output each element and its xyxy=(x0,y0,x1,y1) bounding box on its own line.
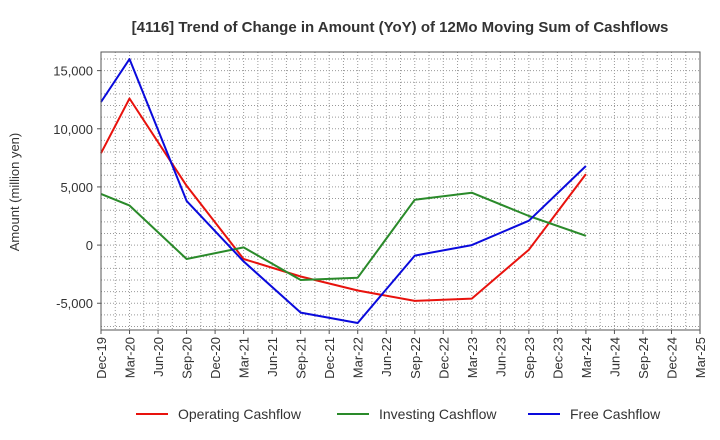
grid xyxy=(101,52,700,330)
x-tick-label: Mar-24 xyxy=(579,337,594,378)
x-tick-label: Jun-21 xyxy=(265,337,280,377)
x-tick-label: Jun-23 xyxy=(493,337,508,377)
x-tick-label: Dec-22 xyxy=(436,337,451,379)
y-axis-ticks: -5,000 0 5,000 10,000 15,000 xyxy=(53,64,101,311)
x-tick-label: Jun-22 xyxy=(379,337,394,377)
legend: Operating Cashflow Investing Cashflow Free… xyxy=(136,406,661,422)
x-tick-label: Dec-20 xyxy=(208,337,223,379)
legend-item-free-cashflow: Free Cashflow xyxy=(528,406,661,422)
y-tick-label: 15,000 xyxy=(53,64,93,79)
chart-title: [4116] Trend of Change in Amount (YoY) o… xyxy=(132,19,669,36)
x-tick-label: Mar-20 xyxy=(123,337,138,378)
x-tick-label: Dec-19 xyxy=(94,337,109,379)
x-tick-label: Dec-23 xyxy=(550,337,565,379)
legend-item-operating-cashflow: Operating Cashflow xyxy=(136,406,302,422)
plot-frame xyxy=(100,51,701,331)
x-tick-label: Dec-24 xyxy=(664,337,679,379)
series-line-free-cashflow xyxy=(100,58,587,324)
x-tick-label: Mar-21 xyxy=(237,337,252,378)
x-tick-label: Mar-25 xyxy=(693,337,708,378)
y-tick-label: 0 xyxy=(86,238,93,253)
x-tick-label: Sep-22 xyxy=(408,337,423,379)
x-tick-label: Dec-21 xyxy=(322,337,337,379)
y-tick-label: -5,000 xyxy=(56,296,93,311)
y-tick-label: 5,000 xyxy=(60,180,93,195)
legend-label: Investing Cashflow xyxy=(379,406,497,422)
x-tick-label: Sep-23 xyxy=(522,337,537,379)
series-lines xyxy=(100,58,587,324)
x-axis-ticks: Dec-19 Mar-20 Jun-20 Sep-20 Dec-20 Mar-21 Jun-… xyxy=(94,330,708,379)
x-tick-label: Mar-23 xyxy=(465,337,480,378)
y-axis-label: Amount (million yen) xyxy=(7,133,22,252)
series-line-investing-cashflow xyxy=(100,191,587,281)
x-tick-label: Sep-24 xyxy=(636,337,651,379)
legend-label: Free Cashflow xyxy=(570,406,661,422)
x-tick-label: Mar-22 xyxy=(351,337,366,378)
x-tick-label: Sep-20 xyxy=(180,337,195,379)
x-tick-label: Sep-21 xyxy=(294,337,309,379)
legend-label: Operating Cashflow xyxy=(178,406,302,422)
x-tick-label: Jun-20 xyxy=(151,337,166,377)
series-line-operating-cashflow xyxy=(100,97,587,302)
x-tick-label: Jun-24 xyxy=(607,337,622,377)
legend-item-investing-cashflow: Investing Cashflow xyxy=(337,406,497,422)
y-tick-label: 10,000 xyxy=(53,122,93,137)
